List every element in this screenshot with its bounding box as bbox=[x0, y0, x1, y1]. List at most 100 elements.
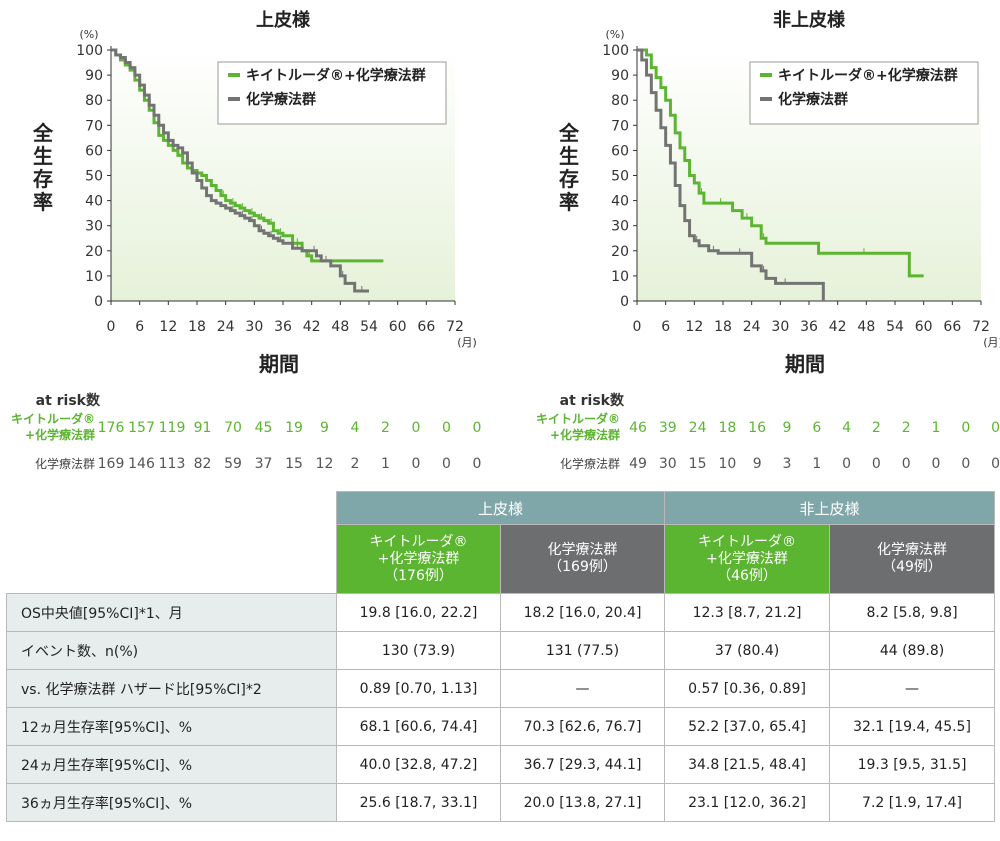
at-risk-count-chemo: 1 bbox=[381, 456, 390, 472]
y-tick-label: 50 bbox=[85, 169, 103, 185]
at-risk-count-chemo: 1 bbox=[812, 456, 822, 472]
y-unit-label: (%) bbox=[605, 28, 624, 41]
x-tick-label: 66 bbox=[417, 319, 435, 335]
at-risk-count-pembro: 0 bbox=[961, 420, 971, 436]
at-risk-count-pembro: 39 bbox=[658, 420, 677, 436]
at-risk-count-pembro: 4 bbox=[350, 420, 360, 436]
x-tick-label: 72 bbox=[446, 319, 464, 335]
at-risk-count-pembro: 1 bbox=[931, 420, 941, 436]
table-cell: 34.8 [21.5, 48.4] bbox=[664, 745, 831, 784]
at-risk-count-chemo: 12 bbox=[315, 456, 334, 472]
km-curve-pembro bbox=[637, 48, 924, 278]
table-cell: 44 (89.8) bbox=[829, 631, 996, 670]
x-tick-label: 36 bbox=[274, 319, 292, 335]
arm-line2: +化学療法群 bbox=[377, 550, 460, 567]
at-risk-count-chemo: 0 bbox=[842, 456, 852, 472]
y-tick-label: 10 bbox=[85, 269, 103, 285]
arm-header-chemo-non-epithelioid: 化学療法群 （49例） bbox=[829, 524, 996, 594]
at-risk-title: at risk数 bbox=[35, 393, 100, 409]
x-tick-label: 0 bbox=[107, 319, 116, 335]
at-risk-count-pembro: 24 bbox=[688, 420, 707, 436]
results-table: 上皮様 非上皮様 キイトルーダ® +化学療法群 （176例） 化学療法群 （16… bbox=[6, 491, 996, 822]
at-risk-count-pembro: 46 bbox=[629, 420, 647, 436]
at-risk-count-chemo: 37 bbox=[254, 456, 273, 472]
at-risk-count-pembro: 176 bbox=[97, 420, 125, 436]
at-risk-count-chemo: 9 bbox=[752, 456, 762, 472]
x-tick-label: 48 bbox=[857, 319, 875, 335]
y-axis-label: 全生存率 bbox=[32, 121, 54, 214]
at-risk-count-chemo: 0 bbox=[961, 456, 971, 472]
at-risk-count-pembro: 18 bbox=[718, 420, 737, 436]
x-tick-label: 36 bbox=[800, 319, 818, 335]
x-tick-label: 66 bbox=[943, 319, 961, 335]
group-header-non-epithelioid: 非上皮様 bbox=[664, 491, 996, 525]
arm-header-chemo-epithelioid: 化学療法群 （169例） bbox=[499, 524, 666, 594]
legend-box bbox=[749, 61, 979, 125]
at-risk-count-pembro: 9 bbox=[320, 420, 329, 436]
x-tick-label: 12 bbox=[685, 319, 703, 335]
table-cell: 20.0 [13.8, 27.1] bbox=[499, 783, 666, 822]
legend-box bbox=[217, 61, 447, 125]
at-risk-count-pembro: 2 bbox=[381, 420, 390, 436]
at-risk-count-chemo: 0 bbox=[442, 456, 451, 472]
at-risk-count-chemo: 0 bbox=[991, 456, 1000, 472]
table-cell: — bbox=[829, 669, 996, 708]
at-risk-count-pembro: 157 bbox=[128, 420, 155, 436]
at-risk-count-pembro: 2 bbox=[871, 420, 881, 436]
at-risk-count-pembro: 0 bbox=[442, 420, 451, 436]
at-risk-count-chemo: 0 bbox=[472, 456, 482, 472]
at-risk-count-pembro: 45 bbox=[254, 420, 273, 436]
x-tick-label: 42 bbox=[829, 319, 847, 335]
x-tick-label: 6 bbox=[661, 319, 670, 335]
x-tick-label: 54 bbox=[886, 319, 904, 335]
x-tick-label: 18 bbox=[714, 319, 732, 335]
at-risk-count-pembro: 119 bbox=[158, 420, 186, 436]
table-cell: 25.6 [18.7, 33.1] bbox=[336, 783, 501, 822]
y-tick-label: 0 bbox=[620, 294, 629, 310]
row-label: 24ヵ月生存率[95%CI]、% bbox=[6, 745, 337, 784]
table-cell: 18.2 [16.0, 20.4] bbox=[499, 593, 666, 632]
at-risk-label-pembro-line1: キイトルーダ® bbox=[535, 412, 620, 426]
arm-header-pembro-epithelioid: キイトルーダ® +化学療法群 （176例） bbox=[336, 524, 501, 594]
arm-line3: （176例） bbox=[384, 567, 453, 584]
arm-line2: 化学療法群 bbox=[547, 542, 618, 558]
at-risk-count-chemo: 10 bbox=[718, 456, 737, 472]
arm-line1: キイトルーダ® bbox=[369, 533, 468, 550]
at-risk-count-chemo: 59 bbox=[224, 456, 242, 472]
at-risk-count-chemo: 0 bbox=[901, 456, 911, 472]
at-risk-count-chemo: 0 bbox=[411, 456, 421, 472]
x-tick-label: 72 bbox=[972, 319, 990, 335]
at-risk-count-pembro: 6 bbox=[812, 420, 822, 436]
at-risk-count-pembro: 16 bbox=[748, 420, 767, 436]
table-cell: 36.7 [29.3, 44.1] bbox=[499, 745, 666, 784]
arm-line2: 化学療法群 bbox=[877, 542, 948, 558]
y-tick-label: 0 bbox=[94, 294, 103, 310]
arm-line3: （49例） bbox=[882, 559, 942, 575]
x-tick-label: 0 bbox=[633, 319, 642, 335]
at-risk-count-chemo: 82 bbox=[193, 456, 212, 472]
table-row: 24ヵ月生存率[95%CI]、% 40.0 [32.8, 47.2] 36.7 … bbox=[6, 745, 996, 784]
at-risk-count-pembro: 0 bbox=[991, 420, 1000, 436]
arm-line3: （169例） bbox=[548, 559, 617, 575]
table-row: イベント数、n(%) 130 (73.9) 131 (77.5) 37 (80.… bbox=[6, 631, 996, 670]
table-cell: 19.8 [16.0, 22.2] bbox=[336, 593, 501, 632]
y-tick-label: 20 bbox=[85, 244, 103, 260]
at-risk-count-chemo: 169 bbox=[97, 456, 125, 472]
table-row: vs. 化学療法群 ハザード比[95%CI]*2 0.89 [0.70, 1.1… bbox=[6, 669, 996, 708]
at-risk-count-chemo: 30 bbox=[658, 456, 677, 472]
at-risk-count-chemo: 15 bbox=[688, 456, 707, 472]
y-tick-label: 90 bbox=[85, 68, 103, 84]
y-tick-label: 90 bbox=[611, 68, 629, 84]
legend-label: キイトルーダ®+化学療法群 bbox=[778, 67, 958, 84]
group-header-epithelioid: 上皮様 bbox=[335, 491, 666, 525]
x-axis-label: 期間 bbox=[785, 352, 825, 376]
arm-header-pembro-non-epithelioid: キイトルーダ® +化学療法群 （46例） bbox=[664, 524, 831, 594]
y-tick-label: 20 bbox=[611, 244, 629, 260]
table-cell: 37 (80.4) bbox=[664, 631, 831, 670]
table-row: 12ヵ月生存率[95%CI]、% 68.1 [60.6, 74.4] 70.3 … bbox=[6, 707, 996, 746]
table-cell: 23.1 [12.0, 36.2] bbox=[664, 783, 831, 822]
at-risk-count-pembro: 19 bbox=[285, 420, 303, 436]
km-curve-chemo bbox=[637, 48, 825, 301]
y-tick-label: 80 bbox=[85, 93, 103, 109]
table-cell: 0.57 [0.36, 0.89] bbox=[664, 669, 831, 708]
